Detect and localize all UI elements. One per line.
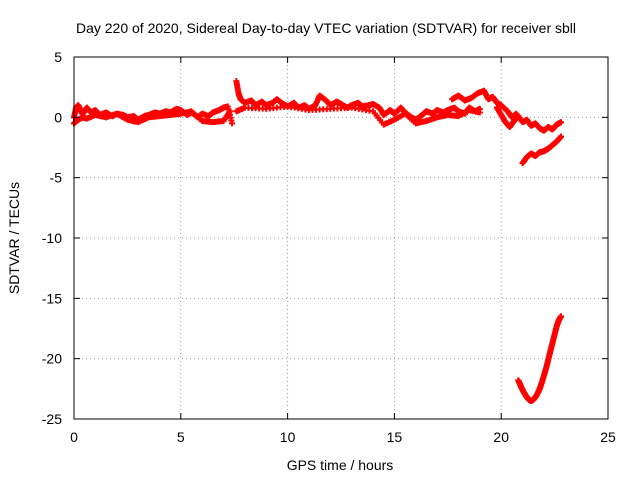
x-tick-label: 10 xyxy=(280,429,296,445)
data-point xyxy=(558,119,565,126)
x-tick-label: 25 xyxy=(600,429,616,445)
series-main-track-lower xyxy=(71,108,233,127)
data-points xyxy=(71,78,565,404)
data-point xyxy=(558,313,565,320)
x-tick-label: 15 xyxy=(387,429,403,445)
y-tick-label: -25 xyxy=(42,411,62,427)
y-tick-label: -20 xyxy=(42,351,62,367)
y-tick-label: 5 xyxy=(54,49,62,65)
x-tick-label: 20 xyxy=(493,429,509,445)
x-axis-label: GPS time / hours xyxy=(287,457,394,473)
axis-ticks: 0 5 10 15 20 25 5 0 -5 -10 -15 -20 -25 xyxy=(42,49,616,445)
y-tick-label: -10 xyxy=(42,230,62,246)
series-middle-track-lower xyxy=(233,103,483,128)
x-tick-label: 0 xyxy=(70,429,78,445)
chart-title: Day 220 of 2020, Sidereal Day-to-day VTE… xyxy=(76,20,576,36)
data-point xyxy=(476,109,483,116)
data-point xyxy=(515,113,522,120)
data-point xyxy=(226,108,233,115)
series-descending-tail xyxy=(519,133,565,167)
series-late-branch xyxy=(493,104,522,130)
y-axis-label: SDTVAR / TECUs xyxy=(6,182,22,294)
y-tick-label: 0 xyxy=(54,109,62,125)
data-point xyxy=(229,120,236,127)
x-tick-label: 5 xyxy=(177,429,185,445)
series-late-track xyxy=(449,87,565,134)
data-point xyxy=(558,133,565,140)
series-low-arc xyxy=(515,313,565,404)
y-tick-label: -5 xyxy=(50,170,63,186)
y-tick-label: -15 xyxy=(42,290,62,306)
